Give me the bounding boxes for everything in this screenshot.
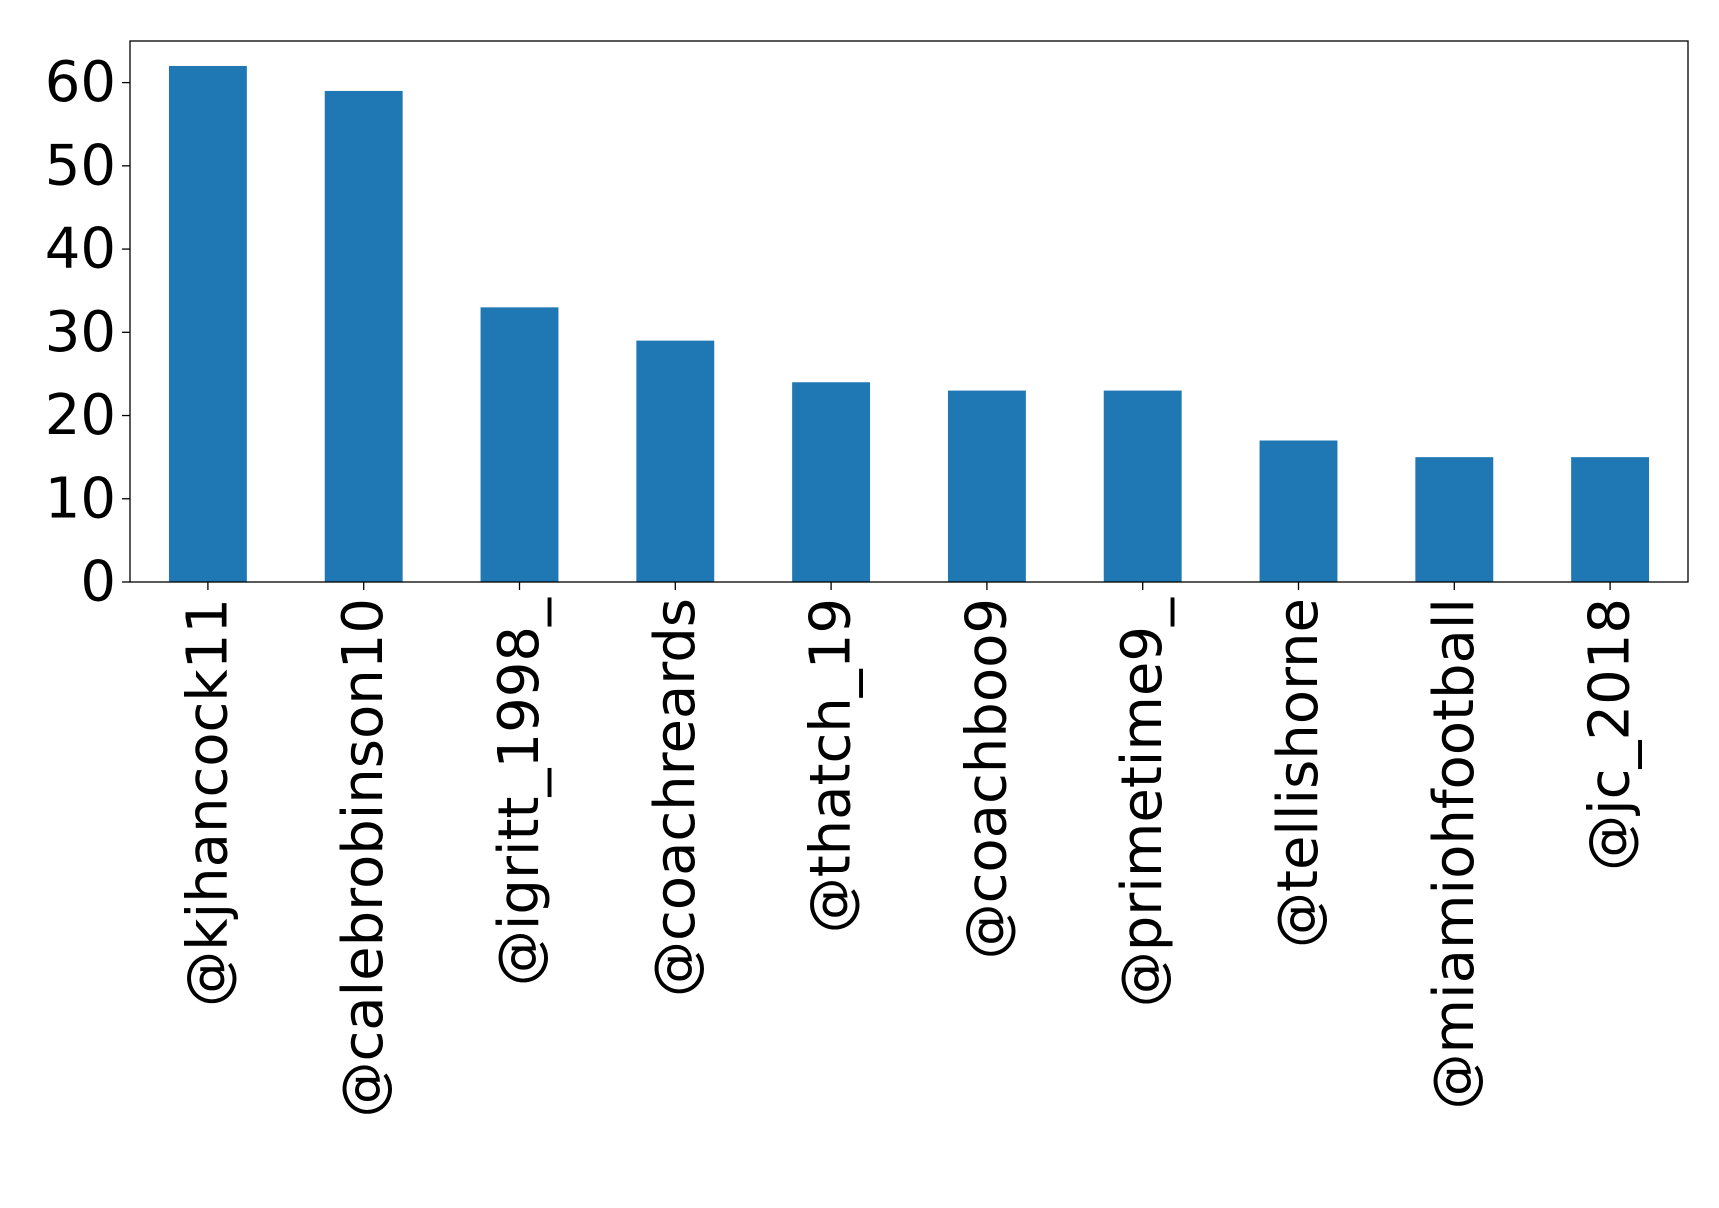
bar-3 — [636, 340, 715, 582]
bar-5 — [947, 390, 1026, 582]
x-tick-label-6: @primetime9_ — [1110, 597, 1175, 1007]
y-tick-label-0: 0 — [80, 550, 116, 615]
bars-group — [168, 65, 1650, 582]
bar-4 — [792, 382, 871, 582]
x-tick-label-9: @jc_2018 — [1578, 598, 1643, 871]
x-tick-label-0: @kjhancock11 — [175, 598, 240, 1007]
bar-0 — [168, 65, 247, 582]
plot-frame — [129, 40, 1689, 583]
bar-2 — [480, 307, 559, 582]
y-axis: 0 10 20 30 40 50 60 — [45, 50, 130, 615]
x-tick-label-5: @coachboo9 — [954, 598, 1019, 959]
y-tick-label-4: 40 — [45, 217, 116, 282]
bar-8 — [1415, 457, 1494, 582]
x-tick-label-2: @igritt_1998_ — [487, 597, 552, 986]
bar-6 — [1103, 390, 1182, 582]
bar-7 — [1259, 440, 1338, 582]
y-tick-label-6: 60 — [45, 50, 116, 115]
x-axis: @kjhancock11 @calebrobinson10 @igritt_1998… — [175, 582, 1643, 1118]
x-tick-label-7: @tellishorne — [1266, 598, 1331, 948]
bar-1 — [324, 90, 403, 582]
x-tick-label-1: @calebrobinson10 — [331, 598, 396, 1118]
bar-9 — [1571, 457, 1650, 582]
y-tick-label-1: 10 — [45, 466, 116, 531]
x-tick-label-8: @miamiohfootball — [1422, 598, 1487, 1109]
x-tick-label-3: @coachreards — [643, 598, 708, 997]
y-tick-label-3: 30 — [45, 300, 116, 365]
y-tick-label-5: 50 — [45, 133, 116, 198]
y-tick-label-2: 20 — [45, 383, 116, 448]
x-tick-label-4: @thatch_19 — [799, 598, 864, 933]
